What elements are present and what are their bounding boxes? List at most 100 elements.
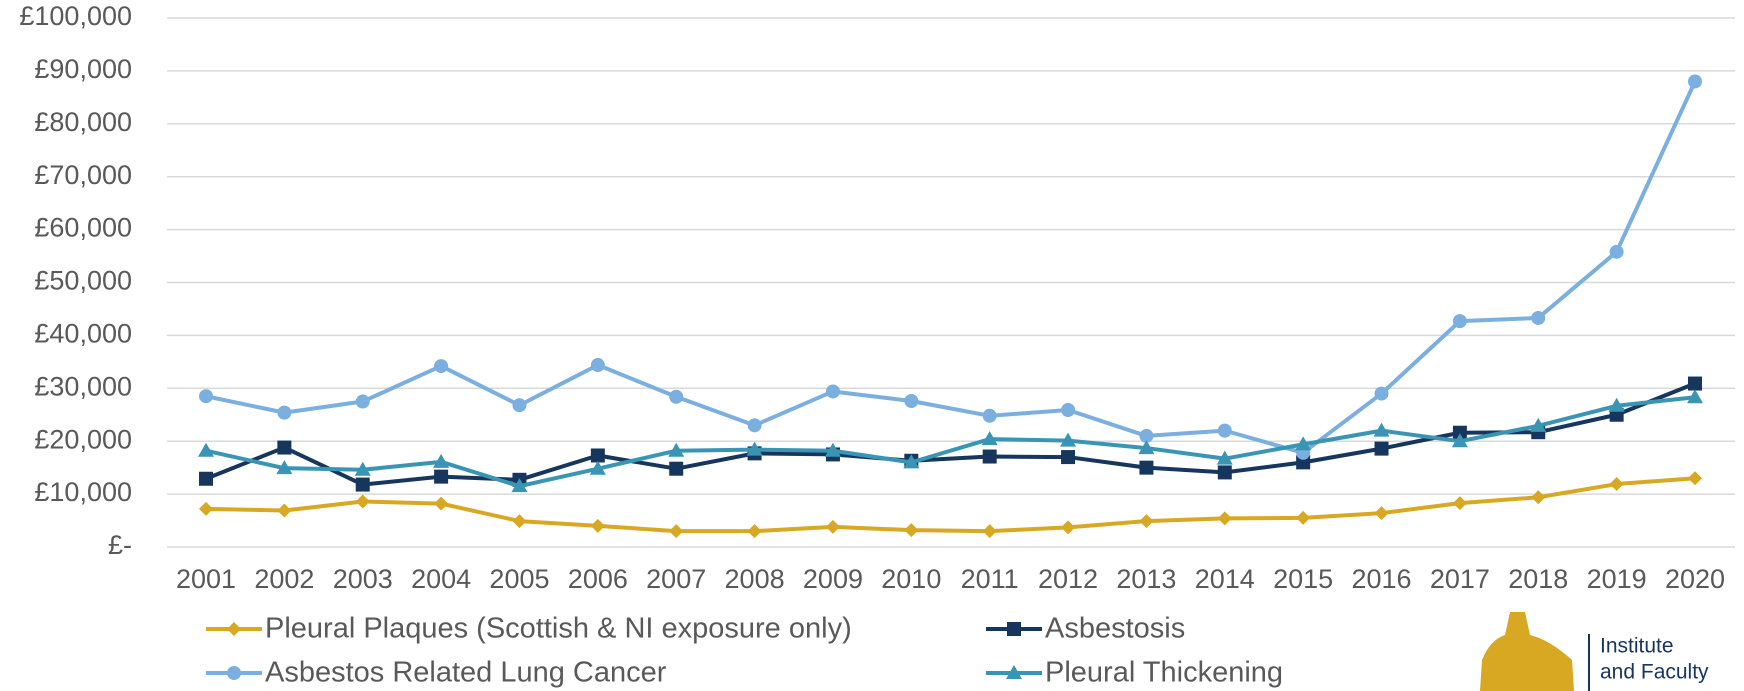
marker [433,453,450,468]
marker [1530,417,1547,432]
marker [1374,506,1389,521]
marker [981,431,998,446]
x-tick-label: 2020 [1665,564,1725,594]
marker [1217,511,1232,526]
marker [1608,397,1625,412]
y-tick-label: £50,000 [34,266,132,296]
marker [904,523,919,538]
marker [1687,389,1703,404]
marker [825,519,840,534]
x-tick-label: 2013 [1116,564,1176,594]
legend-label: Pleural Thickening [1045,657,1283,689]
legend-label: Pleural Plaques (Scottish & NI exposure … [265,613,852,645]
marker [747,418,762,433]
logo-text: Institute [1600,635,1674,658]
x-tick-label: 2011 [961,564,1019,594]
marker [1216,450,1233,465]
marker [1139,460,1154,475]
marker [434,469,449,484]
y-tick-label: £10,000 [34,477,132,507]
x-tick-label: 2012 [1038,564,1098,594]
y-tick-label: £80,000 [34,107,132,137]
marker [590,448,605,463]
marker [589,460,606,475]
legend-marker [1006,665,1022,679]
marker [355,394,370,409]
marker [1688,74,1702,89]
legend-marker [227,666,241,680]
marker [1374,386,1389,401]
marker [982,408,997,423]
marker [669,524,684,539]
x-tick-label: 2017 [1430,564,1490,594]
marker [1217,465,1232,480]
marker [825,384,840,399]
marker [1295,436,1312,451]
marker [512,398,527,413]
x-tick-label: 2019 [1587,564,1647,594]
marker [434,359,449,374]
x-tick-label: 2005 [489,564,549,594]
series-line [205,381,1696,487]
marker [982,524,997,539]
x-tick-label: 2002 [254,564,314,594]
y-tick-label: £20,000 [34,424,132,454]
marker [199,471,213,486]
legend-marker [227,622,241,636]
marker [668,442,685,457]
marker [824,442,841,457]
marker [355,477,370,492]
marker [904,393,919,408]
x-tick-label: 2004 [411,564,471,594]
marker [1060,432,1077,447]
y-tick-label: £- [108,530,132,560]
marker [277,405,292,420]
marker [746,441,763,456]
x-tick-label: 2010 [881,564,941,594]
marker [511,478,528,493]
marker [1452,496,1467,511]
marker [199,501,213,516]
marker [903,454,920,469]
x-tick-label: 2015 [1273,564,1333,594]
x-tick-label: 2007 [646,564,706,594]
marker [1061,402,1076,417]
y-tick-label: £60,000 [34,213,132,243]
x-tick-label: 2001 [176,564,236,594]
legend-label: Asbestos Related Lung Cancer [265,657,667,689]
y-tick-label: £100,000 [19,1,132,31]
marker [1217,423,1232,438]
series-line [205,80,1697,455]
y-tick-label: £70,000 [34,160,132,190]
marker [669,389,684,404]
legend-label: Asbestosis [1045,613,1185,645]
x-tick-label: 2008 [725,564,785,594]
series-line [205,395,1696,489]
marker [354,461,371,476]
marker [1061,520,1076,535]
x-tick-label: 2006 [568,564,628,594]
marker [1296,510,1311,525]
marker [1452,425,1467,440]
marker [1609,244,1624,259]
logo-crest [1480,612,1574,691]
x-tick-label: 2003 [333,564,393,594]
marker [1531,310,1546,325]
logo-text: and Faculty [1600,661,1709,684]
marker [1373,422,1390,437]
marker [355,494,370,509]
x-tick-label: 2009 [803,564,863,594]
marker [590,358,605,373]
legend-marker [1007,622,1021,636]
marker [1688,471,1702,486]
marker [669,461,684,476]
logo: Institute and Faculty [1480,612,1709,691]
marker [747,524,762,539]
marker [277,503,292,518]
marker [1451,433,1468,448]
marker [512,514,527,529]
x-tick-label: 2016 [1351,564,1411,594]
marker [198,442,214,457]
marker [1609,477,1624,492]
